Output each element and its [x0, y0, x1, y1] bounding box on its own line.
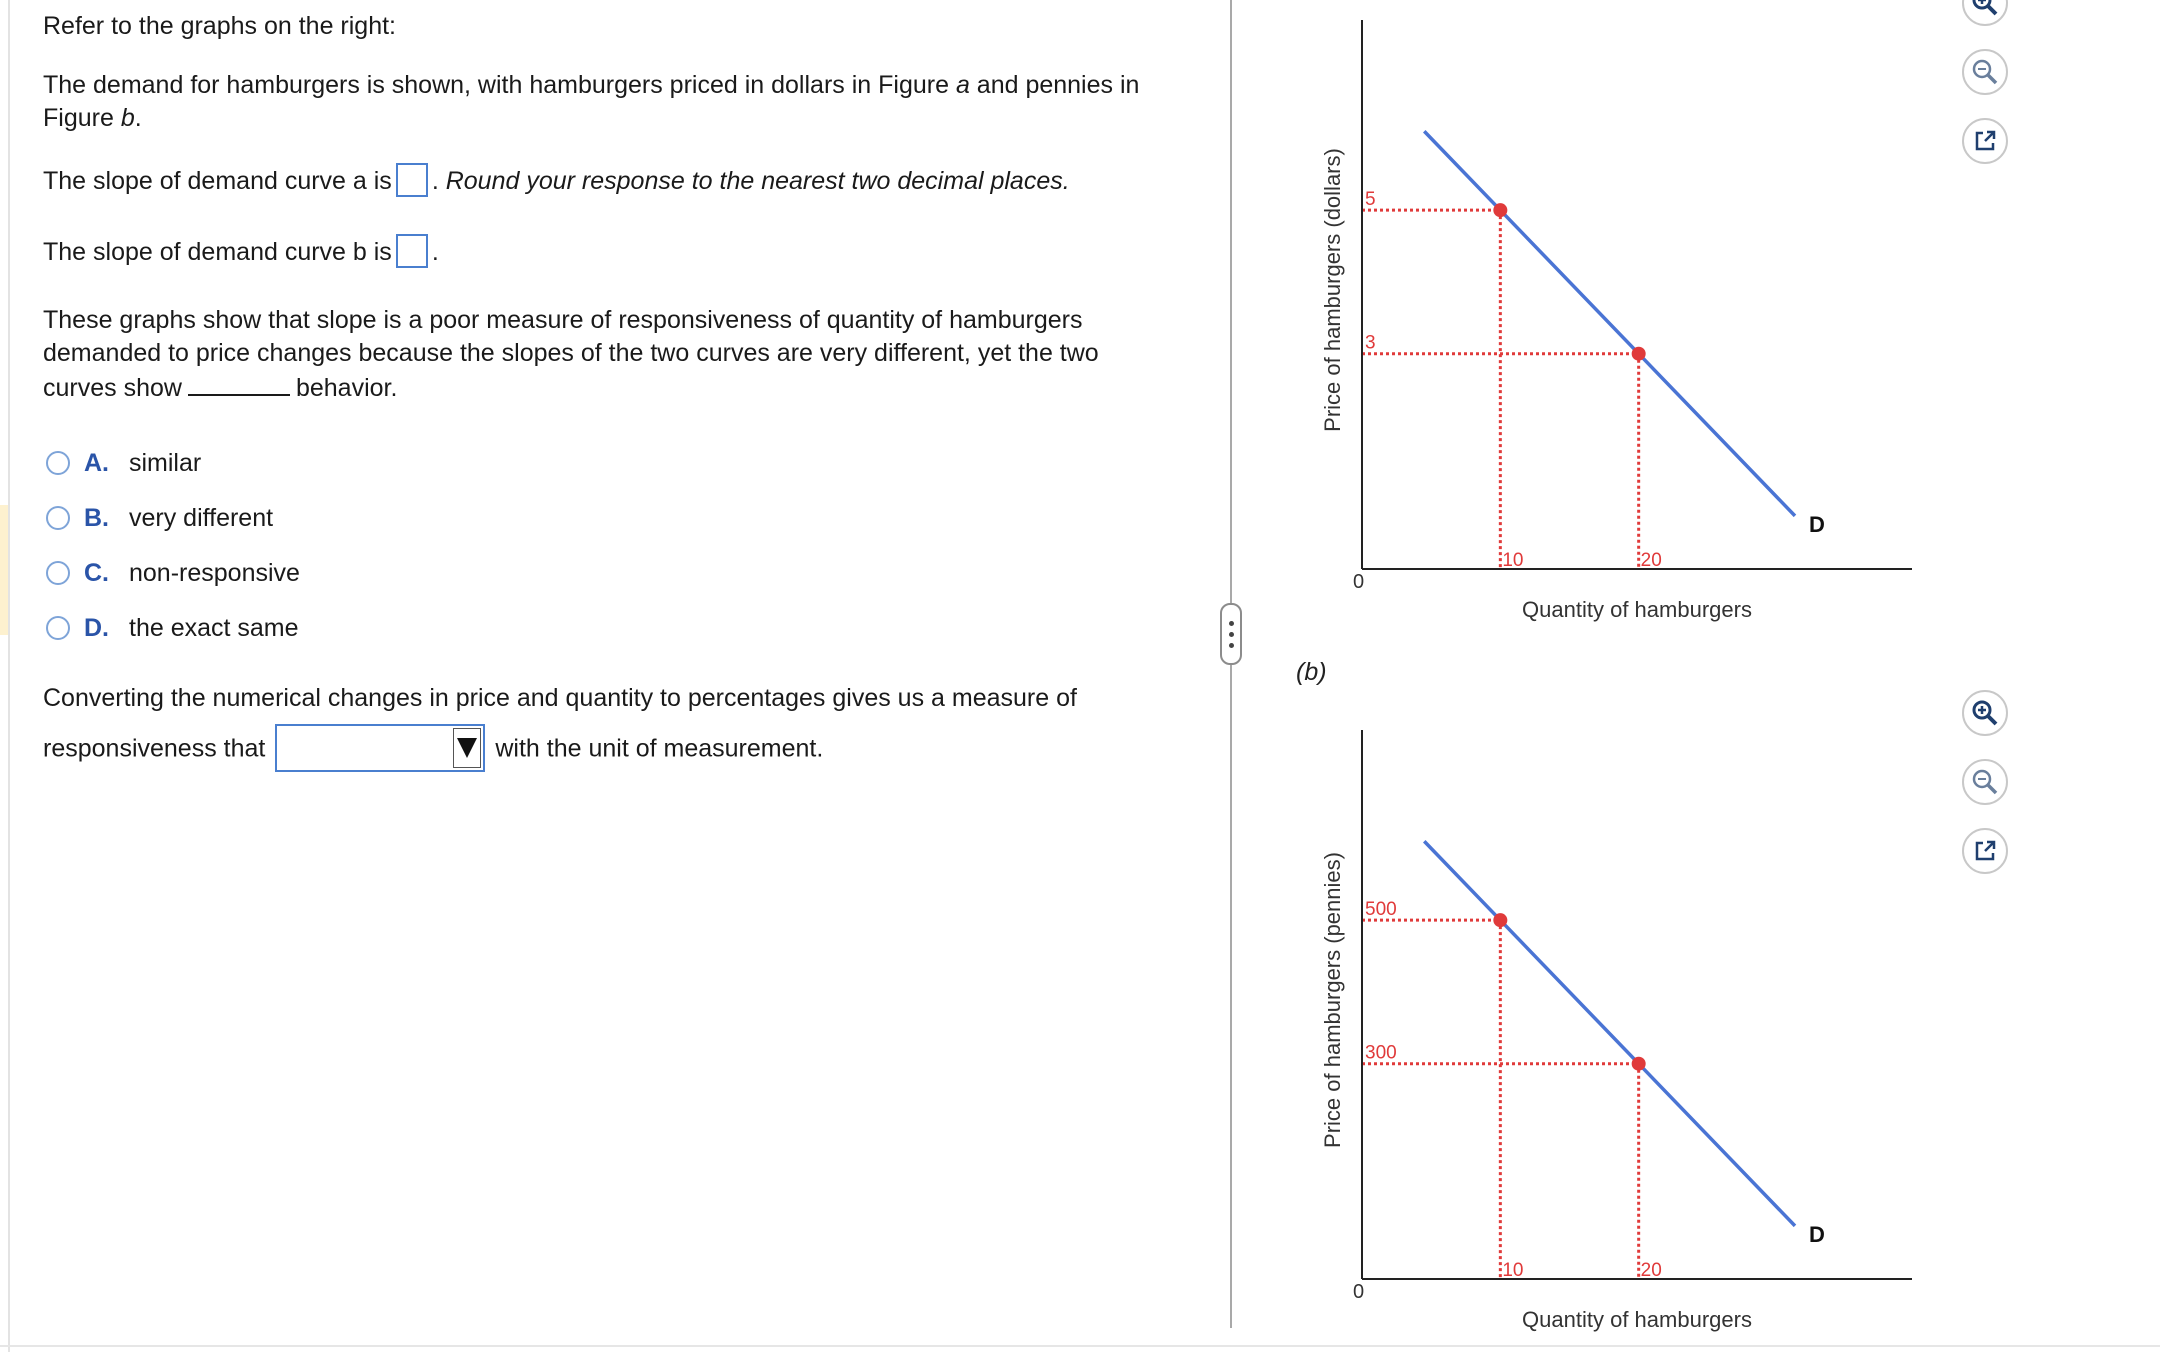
chart-b-y-label: Price of hamburgers (pennies) — [1320, 852, 1345, 1148]
chart-a-point-2 — [1631, 346, 1646, 361]
chart-b-y-tick-1: 500 — [1365, 899, 1397, 920]
chart-a-demand-curve — [1422, 130, 1797, 518]
dropdown-arrow-icon[interactable] — [453, 728, 482, 768]
option-d-radio[interactable] — [46, 616, 70, 640]
bottom-rule — [0, 1345, 2160, 1347]
option-c-radio[interactable] — [46, 561, 70, 585]
left-accent — [0, 505, 8, 635]
chart-a-x-tick-1: 10 — [1502, 550, 1523, 571]
chart-b-demand-curve — [1422, 840, 1797, 1228]
chart-b-popout-button[interactable] — [1962, 828, 2008, 874]
chart-a-origin-label: 0 — [1353, 571, 1364, 593]
popout-icon — [1975, 840, 1996, 861]
chart-a-point-1 — [1493, 203, 1508, 218]
option-b[interactable]: B. very different — [46, 501, 273, 535]
chart-b-x-tick-1: 10 — [1502, 1260, 1523, 1281]
option-a-radio[interactable] — [46, 451, 70, 475]
slope-a-input[interactable] — [395, 163, 428, 198]
chart-b-x-label: Quantity of hamburgers — [1522, 1307, 1752, 1332]
option-a[interactable]: A. similar — [46, 446, 201, 480]
chart-b-y-tick-2: 300 — [1365, 1043, 1397, 1064]
zoom-out-icon — [1972, 769, 1998, 795]
slope-b-input[interactable] — [395, 234, 428, 269]
chart-b-figure-label: (b) — [1296, 658, 1327, 686]
description-text: The demand for hamburgers is shown, with… — [43, 71, 1140, 132]
chart-a-zoom-out-button[interactable] — [1962, 49, 2008, 95]
chart-a: Price of hamburgers (dollars) Quantity o… — [1320, 20, 1912, 622]
convert-text-line2: responsiveness that with the unit of meas… — [43, 724, 823, 774]
measure-dropdown[interactable] — [275, 724, 486, 772]
chart-a-curve-label: D — [1809, 512, 1825, 537]
chart-a-y-tick-2: 3 — [1365, 333, 1376, 354]
left-rule — [8, 0, 10, 1352]
chart-a-zoom-in-button[interactable] — [1962, 0, 2008, 26]
option-c[interactable]: C. non-responsive — [46, 556, 300, 590]
chart-b-x-tick-2: 20 — [1641, 1260, 1662, 1281]
pane-resize-handle[interactable] — [1220, 603, 1242, 665]
chart-a-y-tick-1: 5 — [1365, 189, 1376, 210]
responsiveness-paragraph: These graphs show that slope is a poor m… — [43, 306, 1099, 402]
chart-b-point-1 — [1493, 913, 1508, 928]
chart-b-zoom-out-button[interactable] — [1962, 759, 2008, 805]
chart-a-x-label: Quantity of hamburgers — [1522, 597, 1752, 622]
chart-b-point-2 — [1631, 1056, 1646, 1071]
chart-a-popout-button[interactable] — [1962, 118, 2008, 164]
chart-a-y-label: Price of hamburgers (dollars) — [1320, 148, 1345, 432]
option-d[interactable]: D. the exact same — [46, 611, 299, 645]
intro-text: Refer to the graphs on the right: — [43, 12, 396, 40]
chart-b-zoom-in-button[interactable] — [1962, 690, 2008, 736]
slope-b-question: The slope of demand curve b is. — [43, 234, 439, 270]
chart-b-origin-label: 0 — [1353, 1281, 1364, 1303]
option-b-radio[interactable] — [46, 506, 70, 530]
chart-b-curve-label: D — [1809, 1222, 1825, 1247]
zoom-out-icon — [1972, 59, 1998, 85]
convert-text-line1: Converting the numerical changes in pric… — [43, 684, 1077, 712]
zoom-in-icon — [1972, 700, 1998, 726]
popout-icon — [1975, 130, 1996, 151]
question-pane: Refer to the graphs on the right: The de… — [0, 0, 1230, 1352]
zoom-in-icon — [1972, 0, 1998, 16]
chart-a-x-tick-2: 20 — [1641, 550, 1662, 571]
slope-a-question: The slope of demand curve a is. Round yo… — [43, 163, 1070, 199]
fill-blank — [187, 370, 290, 396]
chart-b: Price of hamburgers (pennies) Quantity o… — [1320, 730, 1912, 1332]
